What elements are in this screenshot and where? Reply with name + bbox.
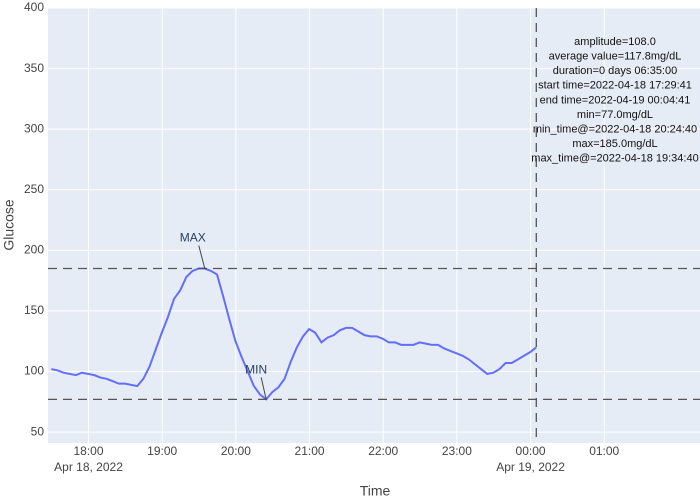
y-axis-title: Glucose [1,199,17,251]
x-tick-sublabel: Apr 19, 2022 [496,460,565,474]
x-tick-label: 20:00 [221,444,251,458]
y-tick-label: 200 [24,243,44,257]
info-text: start time=2022-04-18 17:29:41 [538,80,692,92]
info-text: end time=2022-04-19 00:04:41 [540,94,691,106]
x-tick-label: 18:00 [74,444,104,458]
x-tick-label: 21:00 [295,444,325,458]
info-text: duration=0 days 06:35:00 [553,65,677,77]
y-tick-label: 350 [24,61,44,75]
x-tick-label: 19:00 [147,444,177,458]
y-tick-label: 400 [24,0,44,14]
x-tick-label: 01:00 [589,444,619,458]
plot-area [48,8,700,443]
x-axis-title: Time [360,483,391,499]
x-tick-sublabel: Apr 18, 2022 [54,460,123,474]
annotation-label: MAX [180,231,206,245]
x-tick-label: 23:00 [442,444,472,458]
info-text: average value=117.8mg/dL [549,51,682,63]
annotation-arrow [260,377,267,400]
y-tick-label: 100 [24,364,44,378]
info-text: max=185.0mg/dL [572,138,657,150]
y-tick-label: 150 [24,303,44,317]
info-text: min=77.0mg/dL [577,109,653,121]
x-tick-label: 00:00 [516,444,546,458]
y-tick-label: 300 [24,121,44,135]
y-tick-label: 250 [24,182,44,196]
annotation-arrow [198,245,206,269]
line [51,267,537,401]
y-tick-label: 50 [31,424,45,438]
x-tick-label: 22:00 [368,444,398,458]
annotation-label: MIN [245,363,267,377]
info-text: max_time@=2022-04-18 19:34:40 [531,153,698,165]
info-text: min_time@=2022-04-18 20:24:40 [533,124,697,136]
info-text: amplitude=108.0 [574,36,656,48]
